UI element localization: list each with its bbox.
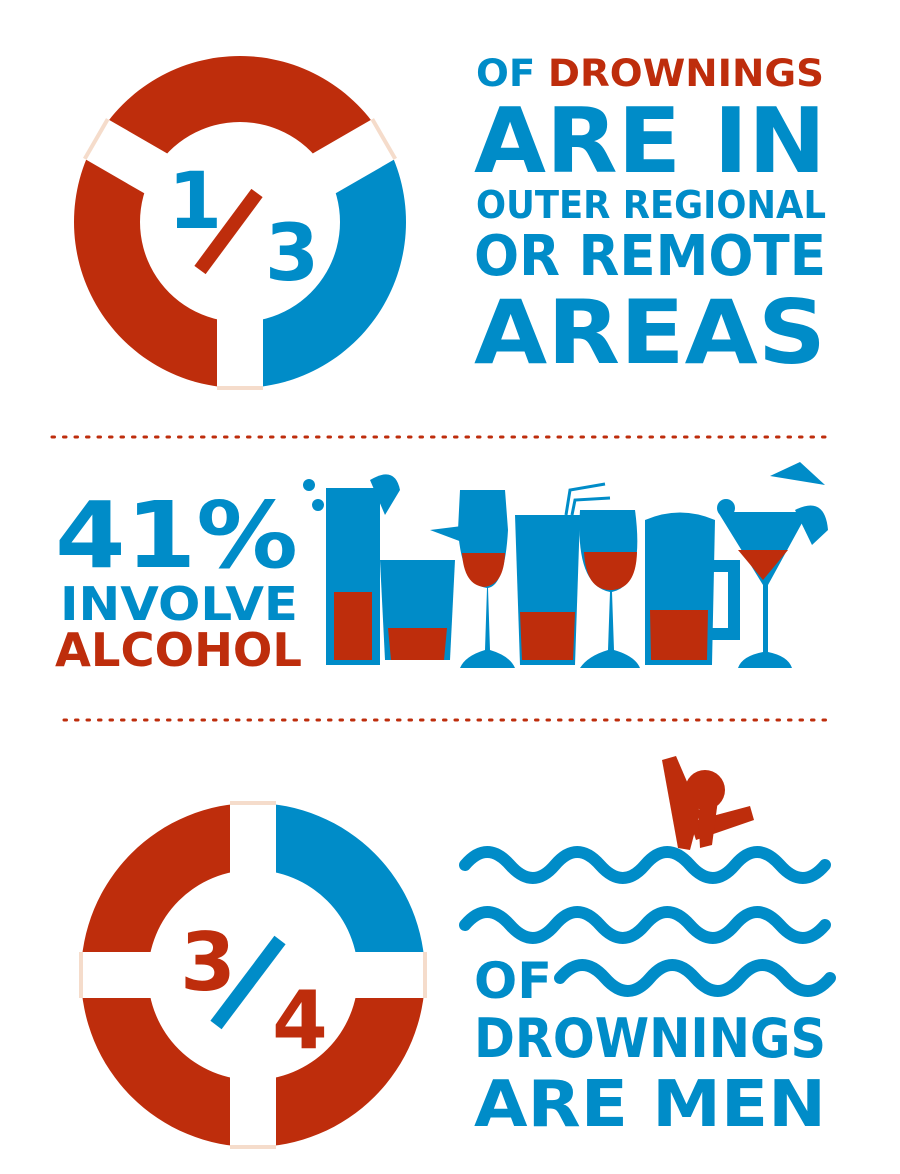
wave-line <box>554 959 836 997</box>
band-fill <box>81 952 152 998</box>
of-text: OF <box>474 952 552 1010</box>
percent-value: 41% <box>55 482 298 589</box>
drink-fill <box>388 628 447 660</box>
fraction-slash <box>194 188 263 275</box>
cherry <box>303 479 315 491</box>
alcohol-text: ALCOHOL <box>55 623 302 677</box>
umbrella <box>770 462 825 485</box>
ring-segment-red <box>74 55 384 388</box>
ring-segment-red <box>81 803 425 1147</box>
band-fill <box>230 1076 276 1147</box>
mug-handle <box>712 560 740 640</box>
headline-line1: OF DROWNINGS <box>476 52 824 95</box>
lifebuoy-icon <box>74 55 406 390</box>
headline-line4: OR REMOTE <box>474 224 826 289</box>
lime-slice <box>370 474 400 515</box>
lifebuoy-band <box>230 1076 276 1149</box>
band-fill <box>230 803 276 874</box>
fraction-denominator: 3 <box>265 209 319 299</box>
band-edge <box>423 952 427 998</box>
drink-fill <box>738 550 788 580</box>
fraction-numerator: 3 <box>180 916 236 1009</box>
fraction-numerator: 1 <box>168 157 222 247</box>
waves-icon <box>459 846 836 997</box>
band-edge <box>370 118 397 160</box>
ring-segment-blue <box>240 139 406 388</box>
lifebuoy-band <box>83 118 169 194</box>
band-fill <box>311 119 396 194</box>
of-text: OF <box>476 52 535 95</box>
drownings-text: DROWNINGS <box>474 1007 826 1070</box>
fraction-slash <box>210 935 286 1030</box>
lifebuoy-band <box>79 952 152 998</box>
lifebuoy-band <box>311 118 397 194</box>
drink-fill <box>650 610 708 660</box>
wave-line <box>459 846 831 884</box>
band-edge <box>230 801 276 805</box>
are-men-text: ARE MEN <box>474 1068 826 1142</box>
band-edge <box>217 386 263 390</box>
headline-line2: ARE IN <box>474 89 826 194</box>
band-fill <box>217 318 263 388</box>
band-fill <box>354 952 425 998</box>
lime-slice <box>795 505 828 545</box>
lifebuoy-icon <box>79 801 427 1149</box>
headline-line5: AREAS <box>474 281 826 384</box>
fraction-denominator: 4 <box>272 974 328 1067</box>
cherry <box>312 499 324 511</box>
band-fill <box>84 119 169 194</box>
band-edge <box>230 1145 276 1149</box>
swimmer-icon <box>662 756 754 850</box>
cherry <box>717 499 735 517</box>
drink-fill <box>520 612 575 660</box>
drink-fill <box>584 552 637 590</box>
headline-line3: OUTER REGIONAL <box>476 183 826 227</box>
hat-brim <box>430 525 470 545</box>
wave-line <box>459 906 831 944</box>
lifebuoy-band <box>354 952 427 998</box>
drink-fill <box>334 592 372 660</box>
band-edge <box>83 118 110 160</box>
band-edge <box>79 952 83 998</box>
ring-segment-blue <box>253 803 425 975</box>
drownings-text: DROWNINGS <box>548 52 824 95</box>
drink-fill <box>462 553 505 587</box>
lifebuoy-band <box>217 318 263 390</box>
straw <box>564 482 611 516</box>
cocktail-glasses-icon <box>303 462 828 668</box>
involve-text: INVOLVE <box>60 577 298 631</box>
lifebuoy-band <box>230 801 276 874</box>
